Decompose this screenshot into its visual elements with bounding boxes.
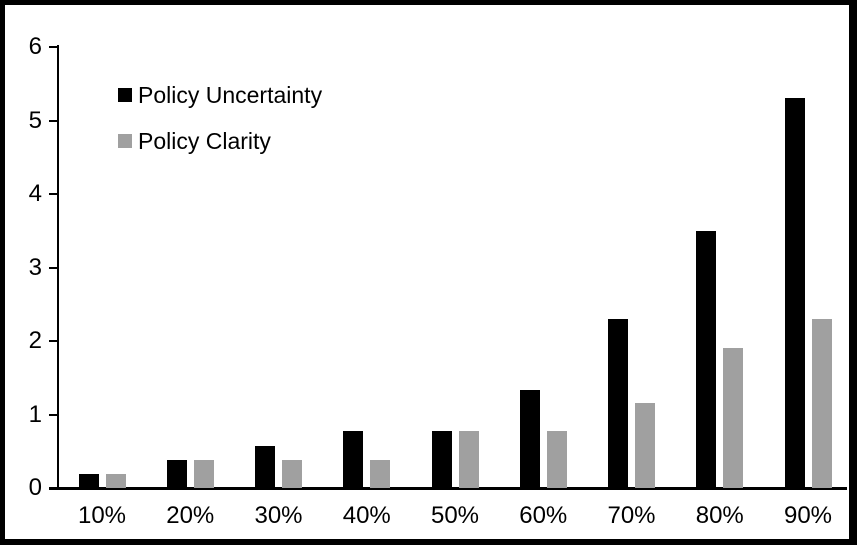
bar-policy-uncertainty-80 [696, 231, 717, 488]
y-tick-5 [49, 119, 57, 122]
x-category-label-70: 70% [607, 502, 656, 529]
y-tick-1 [49, 413, 57, 416]
bar-policy-clarity-70 [635, 403, 655, 488]
x-category-label-60: 60% [519, 502, 568, 529]
x-category-label-30: 30% [254, 502, 303, 529]
y-tick-label-5: 5 [28, 106, 42, 134]
x-category-label-90: 90% [783, 502, 833, 529]
legend-label-policy-uncertainty: Policy Uncertainty [138, 81, 323, 108]
y-tick-0 [49, 487, 57, 489]
legend-label-policy-clarity: Policy Clarity [138, 127, 271, 154]
bar-policy-uncertainty-30 [255, 446, 275, 488]
bar-policy-clarity-90 [811, 319, 832, 488]
y-tick-label-2: 2 [28, 327, 42, 354]
x-category-label-10: 10% [77, 502, 127, 529]
y-tick-2 [49, 340, 57, 342]
y-tick-label-1: 1 [28, 400, 42, 428]
bar-policy-clarity-40 [370, 460, 391, 488]
y-tick-4 [49, 193, 57, 195]
x-category-label-50: 50% [430, 502, 480, 529]
y-tick-3 [49, 266, 57, 269]
bar-policy-clarity-10 [105, 474, 126, 488]
x-category-label-40: 40% [342, 502, 391, 529]
y-axis [57, 45, 59, 489]
legend-item-policy-uncertainty: Policy Uncertainty [118, 82, 322, 108]
bar-policy-uncertainty-10 [78, 474, 99, 488]
legend-swatch-policy-clarity [118, 134, 132, 148]
figure-border-right [849, 0, 857, 545]
y-tick-label-0: 0 [28, 474, 42, 501]
x-category-label-80: 80% [695, 502, 744, 529]
figure-border-left [0, 0, 5, 545]
legend-item-policy-clarity: Policy Clarity [118, 128, 271, 154]
bar-policy-clarity-30 [282, 460, 302, 488]
bar-policy-uncertainty-20 [166, 460, 187, 488]
x-category-label-20: 20% [166, 502, 215, 529]
figure-border-top [0, 0, 857, 5]
bar-policy-clarity-50 [458, 431, 479, 488]
y-tick-label-4: 4 [28, 180, 42, 207]
bar-policy-uncertainty-60 [519, 390, 540, 488]
x-axis [49, 487, 847, 490]
bar-policy-clarity-60 [546, 431, 567, 488]
y-tick-label-3: 3 [28, 253, 42, 281]
bar-policy-clarity-20 [193, 460, 214, 488]
bar-policy-uncertainty-90 [784, 98, 805, 488]
bar-policy-uncertainty-40 [343, 431, 364, 488]
y-tick-6 [49, 46, 57, 48]
y-tick-label-6: 6 [28, 33, 42, 60]
bar-policy-uncertainty-50 [431, 431, 452, 488]
legend-swatch-policy-uncertainty [118, 88, 132, 102]
bar-policy-uncertainty-70 [608, 319, 628, 488]
bar-policy-clarity-80 [723, 348, 744, 488]
figure-border-bottom [0, 539, 857, 545]
